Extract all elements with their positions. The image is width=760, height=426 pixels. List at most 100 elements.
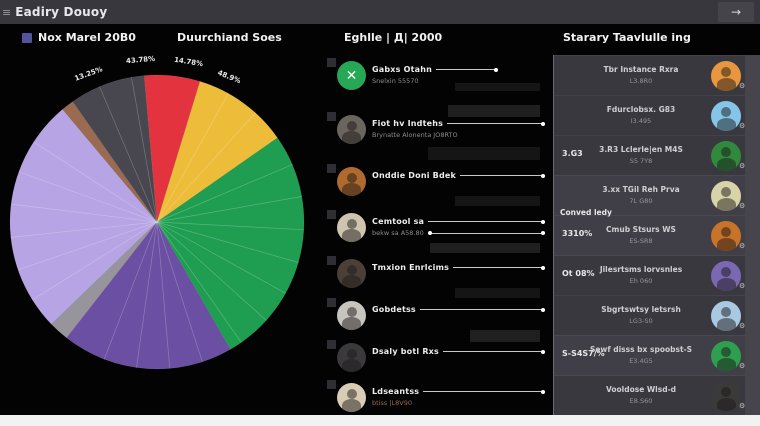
- ghost-bar: [470, 330, 540, 342]
- avatar: [711, 101, 741, 131]
- leader-line: [443, 349, 545, 354]
- row-title: 3.R3 Lclerle|en M4S: [599, 145, 683, 154]
- arrow-right-icon[interactable]: →: [718, 2, 754, 22]
- pie-divider-line: [156, 221, 242, 343]
- gear-icon[interactable]: ⚙: [739, 242, 746, 250]
- list-item[interactable]: Onddie Doni Bdek: [310, 164, 553, 210]
- row-left-label: Ot 08%: [562, 269, 595, 278]
- panel-row[interactable]: 3.xx TGil Reh Prva 7L G80 ⚙: [554, 175, 746, 216]
- item-subtext: btiss |L8V90: [372, 399, 412, 407]
- avatar: [711, 221, 741, 251]
- avatar: [711, 261, 741, 291]
- row-left-label: S-S4S7/%: [562, 349, 605, 358]
- pie-slice-gray[interactable]: [50, 221, 158, 339]
- list-item[interactable]: Gobdetss: [310, 298, 553, 344]
- top-bar: ≡ Eadiry Douoy →: [0, 0, 760, 24]
- row-marker: [327, 256, 336, 265]
- item-name: Cemtool sa: [372, 217, 425, 226]
- pie-slice-green[interactable]: [156, 137, 305, 350]
- ghost-bar: [430, 243, 540, 253]
- ghost-bar: [455, 196, 540, 206]
- list-item[interactable]: Cemtool sa bekw sa A58.80: [310, 210, 553, 256]
- panel-row[interactable]: Tbr Instance Rxra L3.8R0 ⚙: [554, 55, 746, 96]
- window-title: Eadiry Douoy: [15, 5, 108, 19]
- app-icon: [22, 33, 32, 43]
- row-title: 3.xx TGil Reh Prva: [602, 185, 680, 194]
- row-value: E8.S60: [629, 397, 653, 405]
- panel-row[interactable]: Fdurclobsx. G83 I3.495 ⚙: [554, 95, 746, 136]
- pie-slice-purple[interactable]: [66, 221, 231, 370]
- panel-row[interactable]: S-S4S7/% Sewf disss bx spoobst-S E3.4G5 …: [554, 335, 746, 376]
- gear-icon[interactable]: ⚙: [739, 282, 746, 290]
- panel-row[interactable]: Sbgrtswtsy letsrsh LG3-S0 ⚙: [554, 295, 746, 336]
- menu-icon[interactable]: ≡: [2, 5, 12, 19]
- avatar: [337, 167, 366, 196]
- row-marker: [327, 164, 336, 173]
- pie-divider-line: [11, 203, 158, 223]
- pie-divider-line: [156, 221, 171, 369]
- row-title: Sbgrtswtsy letsrsh: [601, 305, 681, 314]
- pie-divider-line: [136, 221, 158, 368]
- pie-divider-line: [156, 196, 302, 223]
- row-marker: [327, 298, 336, 307]
- pie-divider-line: [18, 171, 158, 223]
- pie-percentage-label: 14.78%: [173, 55, 204, 69]
- panel-row[interactable]: Vooldose Wlsd-d E8.S60 ⚙: [554, 375, 746, 416]
- header-right-panel: Starary Taavlulle ing: [563, 31, 691, 44]
- list-item[interactable]: Tmxion Enrlcims: [310, 256, 553, 302]
- row-marker: [327, 112, 336, 121]
- gear-icon[interactable]: ⚙: [739, 122, 746, 130]
- row-value: 7L G80: [629, 197, 653, 205]
- avatar: [711, 141, 741, 171]
- row-title: Fdurclobsx. G83: [606, 105, 676, 114]
- item-name: Gobdetss: [372, 305, 416, 314]
- pie-divider-line: [99, 86, 158, 223]
- panel-row[interactable]: Conved ledy 3310% Cmub Stsurs WS ES-SR8 …: [554, 208, 746, 256]
- list-item[interactable]: ✕ Gabxs Otahn Snelxin 55570: [310, 58, 553, 104]
- gear-icon[interactable]: ⚙: [739, 82, 746, 90]
- row-title: Sewf disss bx spoobst-S: [589, 345, 693, 354]
- item-name: Gabxs Otahn: [372, 65, 433, 74]
- row-marker: [327, 380, 336, 389]
- item-subtext: Snelxin 55570: [372, 77, 419, 85]
- ghost-bar: [428, 147, 540, 160]
- list-item[interactable]: Dsaly botl Rxs: [310, 340, 553, 386]
- pie-divider-line: [17, 221, 158, 271]
- pie-chart-svg: [9, 74, 305, 370]
- leader-line: [423, 389, 545, 394]
- bottom-strip: [0, 415, 760, 426]
- gear-icon[interactable]: ⚙: [739, 202, 746, 210]
- leader-line: [436, 67, 499, 72]
- gear-icon[interactable]: ⚙: [739, 402, 746, 410]
- pie-slice-gold[interactable]: [156, 81, 278, 223]
- right-panel: Tbr Instance Rxra L3.8R0 ⚙ Fdurclobsx. G…: [553, 55, 746, 415]
- x-logo-icon: ✕: [345, 67, 358, 84]
- row-title: Cmub Stsurs WS: [606, 225, 676, 234]
- leader-line: [460, 173, 545, 178]
- pie-percentage-label: 43.78%: [125, 54, 156, 66]
- pie-divider-line: [131, 77, 158, 223]
- row-value: LG3-S0: [629, 317, 653, 325]
- pie-slice-slate[interactable]: [72, 75, 158, 223]
- gear-icon[interactable]: ⚙: [739, 322, 746, 330]
- panel-row[interactable]: Ot 08% Jilesrtsms lorvsnles Eh 060 ⚙: [554, 255, 746, 296]
- row-value: E3.4G5: [629, 357, 653, 365]
- pie-divider-line: [156, 221, 267, 321]
- row-left-label: 3310%: [562, 229, 593, 238]
- panel-row[interactable]: 3.G3 3.R3 Lclerle|en M4S S5 7Y8 ⚙: [554, 135, 746, 176]
- ghost-bar: [455, 288, 540, 298]
- row-marker: [327, 210, 336, 219]
- item-name: Dsaly botl Rxs: [372, 347, 439, 356]
- pie-divider-line: [103, 221, 158, 360]
- row-marker: [327, 58, 336, 67]
- gear-icon[interactable]: ⚙: [739, 362, 746, 370]
- avatar: [337, 115, 366, 144]
- leader-line: [453, 265, 545, 270]
- pie-slice-brown[interactable]: [62, 101, 158, 223]
- pie-slice-lavender[interactable]: [9, 109, 158, 325]
- gear-icon[interactable]: ⚙: [739, 162, 746, 170]
- header-middle-list: Eghlle | Д| 2000: [344, 31, 443, 44]
- pie-slice-red[interactable]: [143, 74, 201, 223]
- list-item[interactable]: Ldseantss btiss |L8V90: [310, 380, 553, 426]
- list-item[interactable]: Fiot hv Indtehs Brynatte Alonenta JO8RTO: [310, 112, 553, 158]
